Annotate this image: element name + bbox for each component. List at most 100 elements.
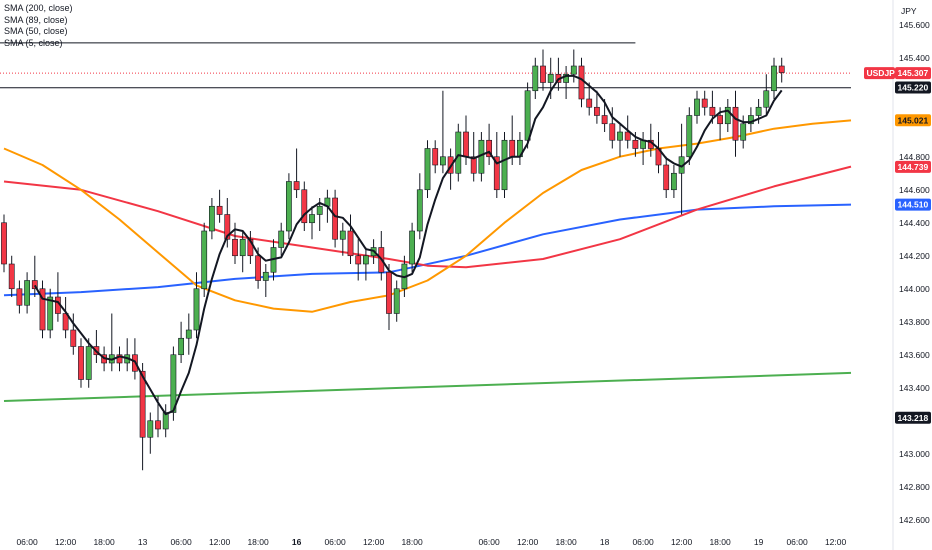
price-tag xyxy=(864,67,895,80)
candle-body xyxy=(1,222,7,265)
candle-body xyxy=(232,238,238,257)
candle-body xyxy=(362,255,369,265)
candle-body xyxy=(493,156,500,191)
price-tag-label: USDJPY xyxy=(867,68,901,78)
candle-body xyxy=(247,238,254,257)
x-tick-label: 12:00 xyxy=(517,537,539,547)
candle-body xyxy=(39,288,46,331)
candle-body xyxy=(147,420,154,438)
candle-body xyxy=(455,131,462,174)
candle-body xyxy=(686,115,693,158)
y-tick-label: 143.000 xyxy=(899,449,930,459)
y-tick-label: 144.600 xyxy=(899,185,930,195)
x-tick-label: 06:00 xyxy=(632,537,654,547)
candle-body xyxy=(601,115,608,125)
price-tag-label: 143.218 xyxy=(898,413,929,423)
candle-body xyxy=(747,115,754,125)
y-tick-label: 143.600 xyxy=(899,350,930,360)
candle-body xyxy=(563,73,569,83)
price-tag-label: 145.220 xyxy=(898,82,929,92)
candle-body xyxy=(694,98,700,116)
x-tick-label: 18:00 xyxy=(247,537,269,547)
price-tag xyxy=(895,411,931,424)
candle-body xyxy=(309,214,315,224)
candle-body xyxy=(609,123,616,141)
price-tag-label: 145.021 xyxy=(898,115,929,125)
price-tag-label: 144.739 xyxy=(898,162,929,172)
candle-body xyxy=(339,230,346,240)
candle-body xyxy=(239,238,246,257)
candle-body xyxy=(293,181,300,191)
x-tick-label: 18 xyxy=(600,537,610,547)
candle-body xyxy=(501,139,508,191)
candle-body xyxy=(216,205,223,215)
candle-body xyxy=(116,354,123,364)
candle-body xyxy=(355,255,362,265)
price-tag xyxy=(895,67,931,80)
candle-body xyxy=(632,139,639,149)
sma-line xyxy=(3,371,852,402)
candle-body xyxy=(709,106,716,116)
price-tag-label: 144.510 xyxy=(898,200,929,210)
y-tick-label: 145.400 xyxy=(899,53,930,63)
candle-body xyxy=(70,329,77,347)
price-axis[interactable]: JPY 145.600 145.400 144.800 144.600 144.400 1… xyxy=(864,0,931,550)
x-tick-label: 12:00 xyxy=(363,537,385,547)
legend-item: SMA (50, close) xyxy=(4,26,68,36)
candle-body xyxy=(432,148,439,166)
candle-body xyxy=(85,346,92,380)
candle-body xyxy=(185,329,192,339)
candle-body xyxy=(663,164,670,191)
candle-body xyxy=(170,354,177,413)
candle-body xyxy=(463,131,469,158)
candle-body xyxy=(262,271,269,281)
candle-body xyxy=(24,280,30,306)
candle-body xyxy=(332,197,338,240)
x-tick-label: 18:00 xyxy=(401,537,423,547)
legend-item: SMA (89, close) xyxy=(4,14,68,25)
sma-line xyxy=(3,165,852,269)
candle-body xyxy=(740,123,747,141)
candle-body xyxy=(393,288,400,314)
y-tick-label: 145.600 xyxy=(899,20,930,30)
candle-body xyxy=(701,98,708,108)
y-tick-label: 144.000 xyxy=(899,284,930,294)
x-tick-label: 06:00 xyxy=(16,537,38,547)
candle-body xyxy=(255,255,261,281)
price-tag xyxy=(895,198,931,211)
candle-body xyxy=(178,337,184,356)
candle-body xyxy=(540,65,546,83)
candle-body xyxy=(717,115,723,125)
plot-area[interactable] xyxy=(0,42,852,471)
candle-body xyxy=(724,106,731,125)
price-tag xyxy=(895,81,931,94)
x-tick-label: 12:00 xyxy=(55,537,77,547)
x-tick-label: 13 xyxy=(138,537,148,547)
y-tick-label: 142.600 xyxy=(899,515,930,525)
candle-body xyxy=(386,271,392,314)
candle-body xyxy=(193,288,200,331)
x-tick-label: 18:00 xyxy=(93,537,115,547)
candle-body xyxy=(586,98,593,108)
x-tick-label: 06:00 xyxy=(478,537,500,547)
candle-body xyxy=(78,346,84,380)
x-tick-label: 18:00 xyxy=(555,537,577,547)
x-tick-label: 06:00 xyxy=(786,537,808,547)
price-tag xyxy=(895,114,931,127)
candle-body xyxy=(439,156,446,166)
candle-body xyxy=(755,106,762,116)
price-tag-label: 145.307 xyxy=(898,68,929,78)
candle-body xyxy=(285,181,292,232)
candle-body xyxy=(524,90,531,141)
candle-body xyxy=(617,131,623,141)
time-axis[interactable]: 06:00 12:00 18:00 13 06:00 12:00 18:00 16 06:00 1… xyxy=(16,537,846,547)
candle-body xyxy=(624,131,631,141)
candle-body xyxy=(47,296,54,331)
y-tick-label: 143.800 xyxy=(899,317,930,327)
x-tick-label: 06:00 xyxy=(170,537,192,547)
price-tag xyxy=(895,160,931,173)
candle-body xyxy=(416,189,423,232)
candle-body xyxy=(424,148,431,191)
candle-body xyxy=(732,106,739,141)
